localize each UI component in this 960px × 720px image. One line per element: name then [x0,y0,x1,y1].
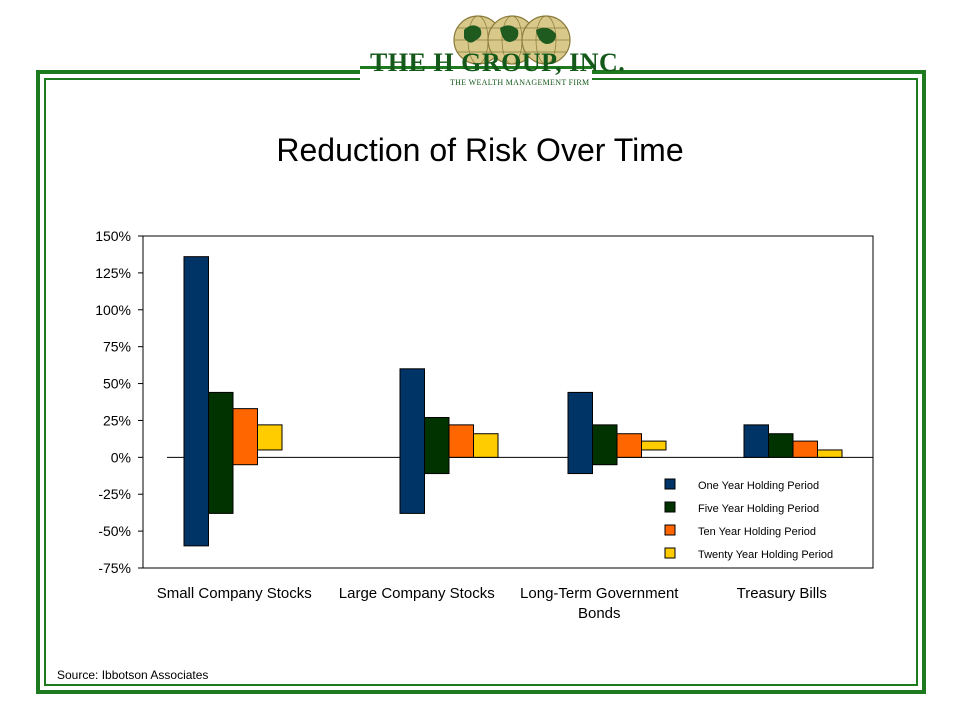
bar [473,433,499,458]
logo-name: THE H GROUP, INC. [370,48,626,77]
bar [208,391,234,514]
y-tick-label: 150% [95,228,131,244]
y-tick-label: -75% [98,560,131,576]
bar [616,433,642,458]
legend-swatch [664,478,676,490]
legend-swatch [664,501,676,513]
bar [817,449,843,458]
bar [232,408,258,466]
bar [592,424,618,466]
bar [257,424,283,451]
chart-title: Reduction of Risk Over Time [276,132,684,168]
plot-area [142,235,874,569]
source-note: Source: Ibbotson Associates [57,668,209,682]
legend-label: Five Year Holding Period [698,503,819,515]
y-tick-label: 50% [103,376,131,392]
bar [768,433,794,458]
bar [399,368,425,514]
y-tick-label: 25% [103,412,131,428]
legend-label: Ten Year Holding Period [698,526,816,538]
bar [792,440,818,458]
x-category-label: Bonds [578,605,621,622]
bar [448,424,474,458]
company-logo: THE H GROUP, INC. THE WEALTH MANAGEMENT … [360,8,625,94]
x-category-label: Small Company Stocks [157,585,312,602]
x-category-label: Long-Term Government [520,585,679,602]
globe-logo-icon [360,15,592,69]
y-tick-label: 75% [103,339,131,355]
y-tick-label: -25% [98,486,131,502]
x-category-label: Large Company Stocks [339,585,495,602]
y-tick-label: -50% [98,523,131,539]
bar [743,424,769,458]
legend-swatch [664,524,676,536]
x-category-label: Treasury Bills [737,585,827,602]
legend-label: One Year Holding Period [698,480,819,492]
bar [567,391,593,475]
bar [183,256,209,547]
y-tick-label: 0% [111,449,131,465]
bar [641,440,667,451]
y-tick-label: 100% [95,302,131,318]
logo-tagline: THE WEALTH MANAGEMENT FIRM [450,78,590,87]
bar [424,416,450,475]
y-tick-label: 125% [95,265,131,281]
legend-swatch [664,547,676,559]
legend-label: Twenty Year Holding Period [698,549,833,561]
